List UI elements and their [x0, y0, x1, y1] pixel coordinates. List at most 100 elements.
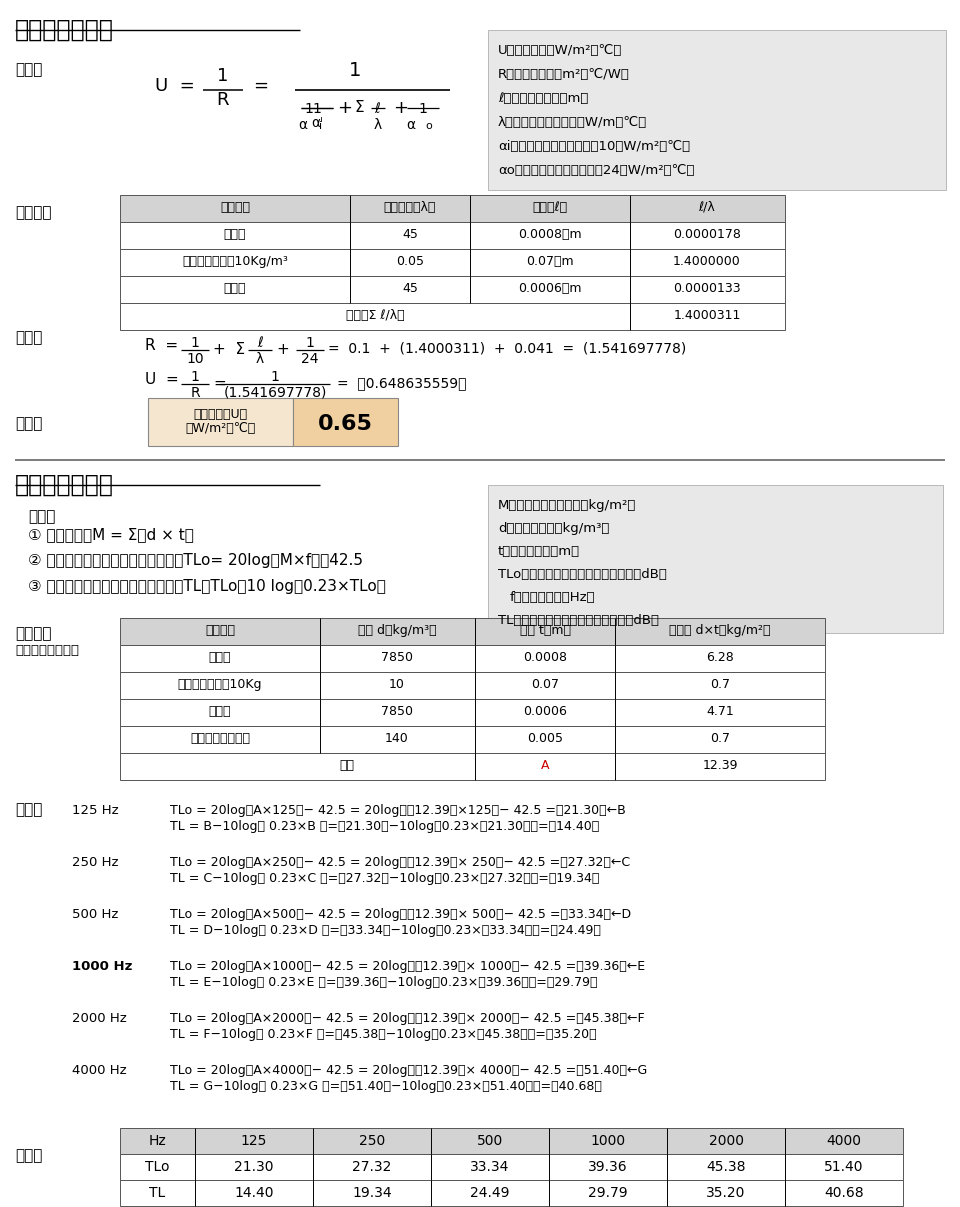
Text: ℓ：各材料の厚さ（m）: ℓ：各材料の厚さ（m） [498, 92, 588, 105]
Text: 熱貫流率計算書: 熱貫流率計算書 [15, 18, 114, 42]
Text: 0.005: 0.005 [527, 731, 563, 745]
Text: 19.34: 19.34 [352, 1186, 392, 1200]
Text: 1: 1 [313, 103, 322, 116]
Text: 2000 Hz: 2000 Hz [72, 1011, 127, 1025]
Text: R: R [190, 386, 200, 400]
Bar [120, 672, 825, 699]
Text: TL = C−10log（ 0.23×C ）=（27.32）−10log｛0.23×（27.32）｝=（19.34）: TL = C−10log（ 0.23×C ）=（27.32）−10log｛0.2… [170, 871, 599, 885]
Text: 仕様材料: 仕様材料 [205, 624, 235, 637]
Text: TLo = 20log（A×1000）− 42.5 = 20log｛（12.39）× 1000｝− 42.5 =（39.36）←E: TLo = 20log（A×1000）− 42.5 = 20log｛（12.39… [170, 960, 645, 973]
Text: 結　果: 結 果 [15, 416, 42, 431]
Bar [293, 398, 398, 447]
Text: 1000 Hz: 1000 Hz [72, 960, 132, 973]
Text: 0.0008　m: 0.0008 m [518, 228, 582, 241]
Text: （面密度の算出）: （面密度の算出） [15, 645, 79, 657]
Text: U  =: U = [155, 77, 195, 95]
Text: 250: 250 [359, 1135, 385, 1148]
Text: 計算条件: 計算条件 [15, 626, 52, 641]
Text: TLo = 20log（A×2000）− 42.5 = 20log｛（12.39）× 2000｝− 42.5 =（45.38）←F: TLo = 20log（A×2000）− 42.5 = 20log｛（12.39… [170, 1011, 644, 1025]
Text: +: + [276, 342, 289, 357]
Text: 鋼　板: 鋼 板 [224, 228, 247, 241]
Bar [120, 222, 785, 249]
Text: 2000: 2000 [708, 1135, 743, 1148]
Bar [120, 1129, 903, 1154]
Text: d：材料の密度（kg/m³）: d：材料の密度（kg/m³） [498, 521, 610, 535]
Text: 7850: 7850 [381, 651, 413, 664]
Text: f：音の周波数（Hz）: f：音の周波数（Hz） [510, 591, 595, 604]
Text: 10: 10 [389, 678, 405, 690]
Text: R：熱貫流抵抗（m²・℃/W）: R：熱貫流抵抗（m²・℃/W） [498, 68, 630, 81]
Bar [120, 196, 785, 222]
Text: 14.40: 14.40 [234, 1186, 274, 1200]
Text: αᴵ: αᴵ [311, 116, 323, 130]
Text: 密度 d（kg/m³）: 密度 d（kg/m³） [358, 624, 436, 637]
Text: 35.20: 35.20 [707, 1186, 746, 1200]
Text: 鋼　板: 鋼 板 [208, 651, 231, 664]
Text: R  =: R = [145, 338, 179, 352]
Text: グラスウール　10Kg/m³: グラスウール 10Kg/m³ [182, 255, 288, 268]
Text: 厚さ（ℓ）: 厚さ（ℓ） [533, 202, 567, 214]
Text: αi：室内側表面熱伝達率＝10（W/m²・℃）: αi：室内側表面熱伝達率＝10（W/m²・℃） [498, 140, 690, 153]
Bar [488, 30, 946, 189]
Text: 1: 1 [271, 371, 279, 384]
Text: =: = [213, 377, 226, 391]
Text: 24: 24 [301, 352, 319, 366]
Text: 12.39: 12.39 [703, 759, 737, 772]
Text: =  （0.648635559）: = （0.648635559） [337, 377, 467, 390]
Text: 10: 10 [186, 352, 204, 366]
Text: 1000: 1000 [590, 1135, 626, 1148]
Text: 40.68: 40.68 [825, 1186, 864, 1200]
Text: 0.7: 0.7 [710, 678, 730, 690]
Text: 1: 1 [217, 68, 228, 84]
Text: 0.07: 0.07 [531, 678, 559, 690]
Text: 1.4000311: 1.4000311 [673, 309, 741, 322]
Text: λ：各材料の熱伝導率（W/m・℃）: λ：各材料の熱伝導率（W/m・℃） [498, 116, 647, 129]
Text: TL = E−10log（ 0.23×E ）=（39.36）−10log｛0.23×（39.36）｝=（29.79）: TL = E−10log（ 0.23×E ）=（39.36）−10log｛0.2… [170, 976, 597, 989]
Text: α: α [406, 118, 415, 132]
Bar [120, 725, 825, 753]
Text: R: R [217, 91, 229, 109]
Text: 500: 500 [477, 1135, 503, 1148]
Text: 27.32: 27.32 [352, 1160, 392, 1174]
Text: TL = D−10log（ 0.23×D ）=（33.34）−10log｛0.23×（33.34）｝=（24.49）: TL = D−10log（ 0.23×D ）=（33.34）−10log｛0.2… [170, 925, 601, 937]
Text: 0.0000133: 0.0000133 [673, 282, 741, 295]
Text: 4000 Hz: 4000 Hz [72, 1065, 127, 1077]
Bar [488, 485, 943, 632]
Text: ① 面密度　　M = Σ（d × t）: ① 面密度 M = Σ（d × t） [28, 527, 194, 542]
Text: 熱貫流率（U）: 熱貫流率（U） [193, 408, 247, 421]
Bar [120, 618, 825, 645]
Text: 計算条件: 計算条件 [15, 205, 52, 220]
Text: (1.541697778): (1.541697778) [224, 386, 326, 400]
Text: 4.71: 4.71 [707, 705, 733, 718]
Text: 7850: 7850 [381, 705, 413, 718]
Text: 厚さ t（m）: 厚さ t（m） [519, 624, 570, 637]
Text: TL：任意入射波に対する透過損失（dB）: TL：任意入射波に対する透過損失（dB） [498, 614, 659, 626]
Text: TLo = 20log（A×4000）− 42.5 = 20log｛（12.39）× 4000｝− 42.5 =（51.40）←G: TLo = 20log（A×4000）− 42.5 = 20log｛（12.39… [170, 1065, 647, 1077]
Text: ℓ: ℓ [374, 103, 380, 116]
Text: TLo: TLo [145, 1160, 169, 1174]
Text: 4000: 4000 [827, 1135, 861, 1148]
Text: 1.4000000: 1.4000000 [673, 255, 741, 268]
Bar [120, 1180, 903, 1206]
Text: 仕様材料: 仕様材料 [220, 202, 250, 214]
Bar [120, 753, 825, 780]
Text: i: i [319, 121, 323, 132]
Text: 125: 125 [241, 1135, 267, 1148]
Text: 計算式: 計算式 [15, 62, 42, 77]
Text: 面密度 d×t（kg/m²）: 面密度 d×t（kg/m²） [669, 624, 771, 637]
Text: 45: 45 [402, 282, 418, 295]
Text: U：熱貫流率（W/m²・℃）: U：熱貫流率（W/m²・℃） [498, 43, 622, 57]
Text: 29.79: 29.79 [588, 1186, 628, 1200]
Text: （W/m²・℃）: （W/m²・℃） [185, 422, 255, 435]
Text: TL = G−10log（ 0.23×G ）=（51.40）−10log｛0.23×（51.40）｝=（40.68）: TL = G−10log（ 0.23×G ）=（51.40）−10log｛0.2… [170, 1080, 602, 1094]
Text: Hz: Hz [148, 1135, 166, 1148]
Text: α: α [298, 118, 307, 132]
Text: 合計: 合計 [340, 759, 354, 772]
Text: 500 Hz: 500 Hz [72, 908, 118, 921]
Text: TL = B−10log（ 0.23×B ）=（21.30）−10log｛0.23×（21.30）｝=（14.40）: TL = B−10log（ 0.23×B ）=（21.30）−10log｛0.2… [170, 820, 599, 833]
Text: 0.0006: 0.0006 [523, 705, 567, 718]
Text: αo：室外側表面熱伝達率＝24（W/m²・℃）: αo：室外側表面熱伝達率＝24（W/m²・℃） [498, 164, 694, 177]
Text: TLo：垂直入射波に対する透過損失（dB）: TLo：垂直入射波に対する透過損失（dB） [498, 568, 667, 581]
Text: 51.40: 51.40 [825, 1160, 864, 1174]
Text: 39.36: 39.36 [588, 1160, 628, 1174]
